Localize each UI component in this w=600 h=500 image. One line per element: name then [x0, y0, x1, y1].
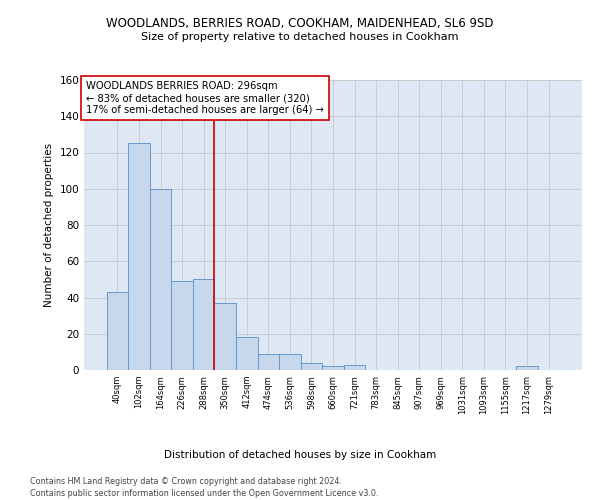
Text: Size of property relative to detached houses in Cookham: Size of property relative to detached ho… [141, 32, 459, 42]
Bar [279, 354, 301, 370]
Bar [236, 338, 257, 370]
Bar [322, 366, 344, 370]
Bar [107, 292, 128, 370]
Bar [128, 144, 150, 370]
Text: Contains public sector information licensed under the Open Government Licence v3: Contains public sector information licen… [30, 489, 379, 498]
Bar [516, 366, 538, 370]
Bar [301, 363, 322, 370]
Y-axis label: Number of detached properties: Number of detached properties [44, 143, 54, 307]
Bar [150, 188, 172, 370]
Bar [257, 354, 279, 370]
Bar [193, 280, 214, 370]
Text: Contains HM Land Registry data © Crown copyright and database right 2024.: Contains HM Land Registry data © Crown c… [30, 478, 342, 486]
Bar [214, 303, 236, 370]
Text: WOODLANDS, BERRIES ROAD, COOKHAM, MAIDENHEAD, SL6 9SD: WOODLANDS, BERRIES ROAD, COOKHAM, MAIDEN… [106, 18, 494, 30]
Text: Distribution of detached houses by size in Cookham: Distribution of detached houses by size … [164, 450, 436, 460]
Bar [344, 364, 365, 370]
Bar [172, 281, 193, 370]
Text: WOODLANDS BERRIES ROAD: 296sqm
← 83% of detached houses are smaller (320)
17% of: WOODLANDS BERRIES ROAD: 296sqm ← 83% of … [86, 82, 325, 114]
